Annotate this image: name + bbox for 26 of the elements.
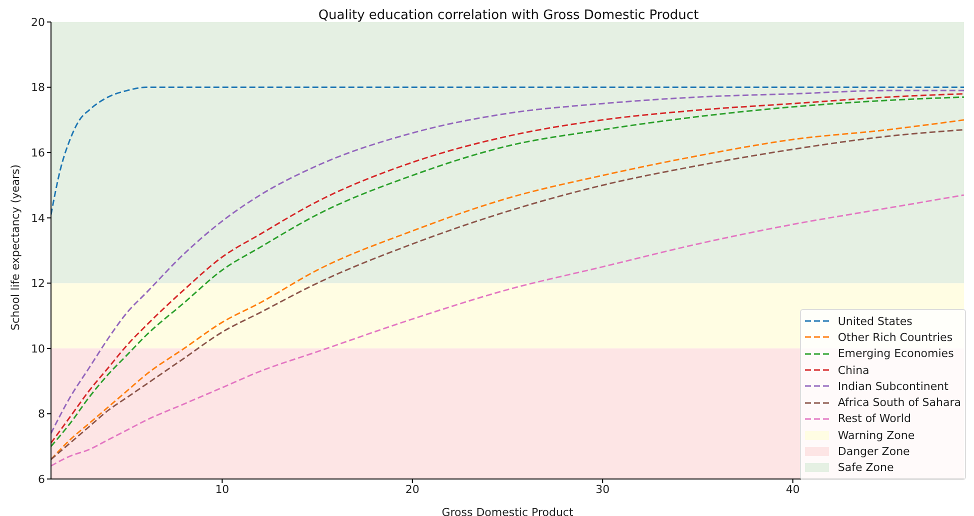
x-axis-title: Gross Domestic Product — [442, 506, 574, 516]
line-series — [51, 86, 964, 216]
legend-label: Rest of World — [838, 412, 911, 426]
y-tick-label: 18 — [31, 81, 45, 94]
legend-label: Emerging Economies — [838, 347, 954, 360]
y-axis-title: School life expectancy (years) — [8, 164, 22, 330]
x-tick-label: 30 — [596, 482, 610, 496]
y-tick-label: 8 — [38, 408, 45, 421]
legend-label: Other Rich Countries — [838, 330, 953, 344]
legend-label: Indian Subcontinent — [838, 380, 948, 393]
x-tick-label: 40 — [786, 482, 800, 496]
legend-label: Africa South of Sahara — [838, 396, 961, 410]
legend-label: Safe Zone — [838, 461, 894, 474]
x-tick-label: 10 — [215, 482, 230, 496]
band-label: Danger Zone — [838, 445, 910, 458]
y-tick-label: 20 — [31, 16, 45, 29]
legend-label: United States — [838, 314, 912, 328]
x-tick-label: 20 — [405, 482, 420, 496]
chart-title: Quality education correlation with Gross Domestic Product — [317, 8, 700, 23]
y-tick-label: 12 — [31, 277, 45, 290]
y-tick-label: 6 — [38, 472, 45, 486]
y-tick-label: 10 — [31, 342, 45, 356]
legend-label: Warning Zone — [838, 428, 915, 442]
y-tick-label: 16 — [31, 146, 45, 160]
legend-label: China — [838, 364, 870, 377]
y-tick-label: 14 — [31, 212, 45, 225]
